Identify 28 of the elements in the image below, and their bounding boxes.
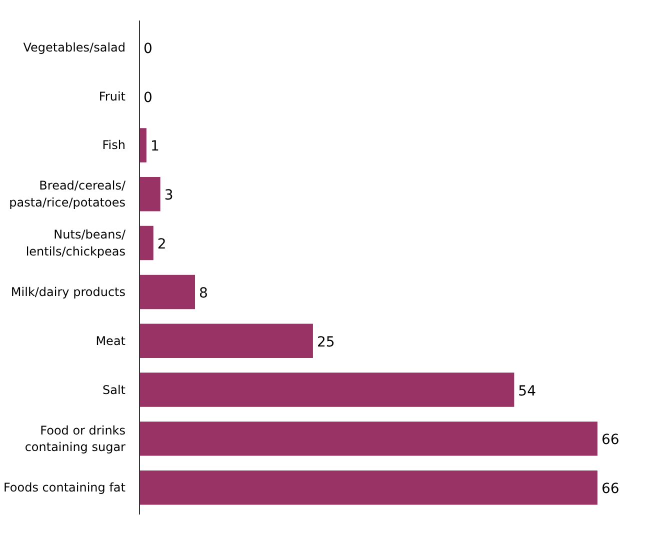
y-tick-label: Bread/cereals/ pasta/rice/potatoes	[9, 178, 126, 210]
y-tick-label: Milk/dairy products	[10, 284, 126, 299]
bar	[140, 274, 196, 310]
data-label: 1	[150, 138, 160, 155]
data-label: 8	[199, 285, 208, 302]
y-tick-label: Food or drinks containing sugar	[24, 423, 126, 454]
y-tick-label: Meat	[96, 334, 126, 348]
bar	[140, 226, 154, 260]
data-label: 3	[164, 188, 174, 204]
y-tick-label: Nuts/beans/ lentils/chickpeas	[26, 228, 126, 258]
data-label: 0	[144, 40, 152, 57]
data-label: 54	[518, 383, 536, 400]
bar	[140, 372, 514, 407]
bar	[140, 177, 160, 212]
data-label: 66	[601, 432, 620, 448]
bar	[140, 422, 598, 456]
y-tick-label: Fruit	[98, 89, 126, 104]
data-label: 66	[601, 481, 620, 498]
bar	[140, 470, 598, 505]
y-tick-label: Salt	[102, 382, 126, 397]
data-label: 25	[316, 334, 335, 350]
data-label: 0	[144, 90, 152, 106]
y-tick-label: Foods containing fat	[3, 480, 126, 495]
bar	[140, 324, 313, 358]
data-label: 2	[157, 236, 166, 253]
bar	[140, 128, 146, 162]
y-tick-label: Fish	[102, 138, 126, 152]
y-tick-label: Vegetables/salad	[23, 40, 126, 54]
